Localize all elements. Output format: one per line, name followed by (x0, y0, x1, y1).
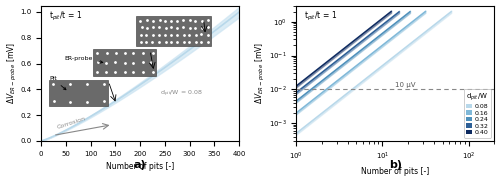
Text: a): a) (134, 160, 146, 170)
Text: 10 µV: 10 µV (396, 82, 416, 88)
Text: d$_{pit}$/W = 0.08: d$_{pit}$/W = 0.08 (160, 89, 202, 99)
Text: Pit: Pit (49, 76, 66, 90)
Text: ER-probe: ER-probe (65, 56, 103, 63)
Y-axis label: $\Delta V_{ER-probe}$ [mV]: $\Delta V_{ER-probe}$ [mV] (254, 42, 268, 104)
Text: t$_{pit}$/t = 1: t$_{pit}$/t = 1 (304, 10, 338, 23)
Y-axis label: $\Delta V_{ER-probe}$ [mV]: $\Delta V_{ER-probe}$ [mV] (6, 42, 18, 104)
Text: t$_{pit}$/t = 1: t$_{pit}$/t = 1 (49, 10, 82, 23)
X-axis label: Number of pits [-]: Number of pits [-] (106, 162, 174, 171)
Bar (92, 49, 156, 76)
Bar (136, 16, 212, 46)
X-axis label: Number of pits [-]: Number of pits [-] (361, 167, 430, 176)
Legend: 0.08, 0.16, 0.24, 0.32, 0.40: 0.08, 0.16, 0.24, 0.32, 0.40 (464, 89, 491, 138)
Text: Corrosion: Corrosion (57, 116, 87, 130)
Bar (49, 80, 108, 106)
Text: b): b) (389, 160, 402, 170)
